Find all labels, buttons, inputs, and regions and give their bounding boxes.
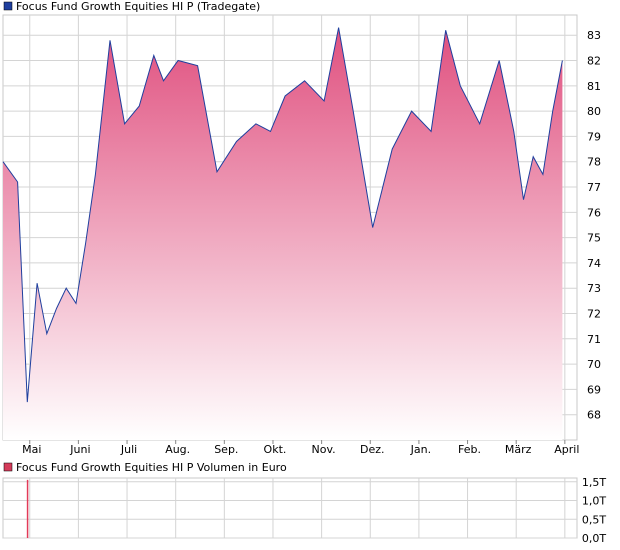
price-y-tick-label: 81 xyxy=(587,80,601,93)
volume-grid xyxy=(3,478,577,539)
volume-bar xyxy=(26,479,29,538)
price-y-tick-label: 77 xyxy=(587,181,601,194)
price-x-tick-label: Mai xyxy=(22,443,41,456)
price-x-tick-label: Jan. xyxy=(410,443,431,456)
volume-bars xyxy=(26,479,29,538)
price-y-tick-label: 78 xyxy=(587,156,601,169)
price-y-tick-label: 79 xyxy=(587,130,601,143)
price-y-tick-label: 80 xyxy=(587,105,601,118)
price-y-axis: 68 69 70 71 72 73 74 75 76 77 78 79 80 81 82 83 xyxy=(587,29,601,421)
price-x-tick-label: Aug. xyxy=(165,443,190,456)
price-x-axis: Mai Juni Juli Aug. Sep. Okt. Nov. Dez. Jan. Feb. M… xyxy=(22,440,579,456)
price-legend-swatch xyxy=(3,1,13,11)
price-y-tick-label: 73 xyxy=(587,282,601,295)
price-y-tick-label: 83 xyxy=(587,29,601,42)
volume-y-tick-label: 0,5T xyxy=(582,513,606,526)
volume-y-axis: 0,0T 0,5T 1,0T 1,5T xyxy=(582,476,606,545)
price-y-tick-label: 76 xyxy=(587,206,601,219)
price-line xyxy=(2,27,563,403)
volume-y-tick-label: 0,0T xyxy=(582,532,606,545)
price-x-tick-label: Dez. xyxy=(360,443,385,456)
price-x-tick-label: Nov. xyxy=(312,443,336,456)
volume-y-tick-label: 1,0T xyxy=(582,495,606,508)
price-y-tick-label: 74 xyxy=(587,257,601,270)
price-x-tick-label: April xyxy=(554,443,579,456)
price-y-tick-label: 71 xyxy=(587,333,601,346)
price-x-tick-label: Juni xyxy=(69,443,90,456)
price-area xyxy=(3,27,563,440)
price-x-tick-label: Sep. xyxy=(214,443,238,456)
price-y-tick-label: 68 xyxy=(587,409,601,422)
price-chart-title: Focus Fund Growth Equities HI P (Tradega… xyxy=(16,0,260,13)
price-x-tick-label: Okt. xyxy=(264,443,287,456)
volume-legend-swatch xyxy=(3,462,13,472)
price-y-tick-label: 75 xyxy=(587,232,601,245)
volume-chart-title: Focus Fund Growth Equities HI P Volumen … xyxy=(16,461,287,474)
volume-y-tick-label: 1,5T xyxy=(582,476,606,489)
price-y-tick-label: 72 xyxy=(587,308,601,321)
price-y-tick-label: 69 xyxy=(587,383,601,396)
price-y-tick-label: 70 xyxy=(587,358,601,371)
volume-plot-frame xyxy=(2,477,578,539)
price-x-tick-label: Juli xyxy=(120,443,137,456)
price-x-tick-label: März xyxy=(505,443,532,456)
price-y-tick-label: 82 xyxy=(587,55,601,68)
price-x-tick-label: Feb. xyxy=(458,443,481,456)
